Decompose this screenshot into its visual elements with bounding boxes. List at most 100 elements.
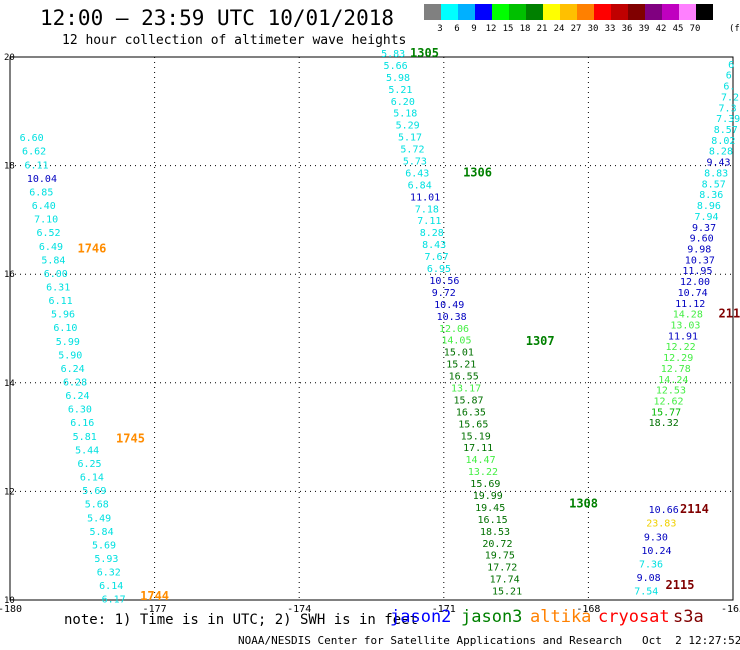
data-point-label: 10.24: [641, 546, 671, 557]
satellite-label-jason2: jason2: [390, 607, 452, 627]
data-point-label: 6.14: [99, 581, 123, 592]
y-tick-label: 12: [4, 487, 15, 497]
time-label: 2114: [680, 502, 709, 516]
legend-label: 39: [638, 24, 650, 34]
time-label: 1305: [410, 46, 439, 60]
legend-label: 9: [471, 24, 477, 34]
legend-swatch: [509, 4, 526, 20]
legend-label: 24: [553, 24, 565, 34]
legend-swatch: [424, 4, 441, 20]
legend-swatch: [492, 4, 509, 20]
legend-swatch: [611, 4, 628, 20]
data-point-label: 11.01: [410, 192, 440, 203]
data-point-label: 10.04: [27, 174, 57, 185]
data-point-label: 19.99: [473, 491, 503, 502]
data-point-label: 8.28: [420, 228, 444, 239]
y-tick-label: 16: [4, 270, 15, 280]
legend-unit: (ft): [729, 24, 740, 34]
data-point-label: 9.98: [687, 244, 711, 255]
page-title: 12:00 – 23:59 UTC 10/01/2018: [40, 6, 395, 30]
data-point-label: 15.87: [453, 395, 483, 406]
data-point-label: 8.57: [714, 125, 738, 136]
time-label: 1745: [116, 432, 145, 446]
data-point-label: 7.54: [634, 587, 658, 598]
data-point-label: 10.66: [649, 505, 679, 516]
data-point-label: 14.05: [441, 336, 471, 347]
data-point-label: 5.98: [386, 73, 410, 84]
data-point-label: 15.65: [458, 419, 488, 430]
data-point-label: 19.75: [485, 551, 515, 562]
legend-swatch: [475, 4, 492, 20]
footer-credit: NOAA/NESDIS Center for Satellite Applica…: [238, 634, 740, 647]
data-point-label: 13.22: [468, 467, 498, 478]
data-point-label: 6.40: [32, 201, 56, 212]
y-tick-label: 18: [4, 162, 15, 172]
data-point-label: 13.17: [451, 383, 481, 394]
data-point-label: 6.62: [22, 147, 46, 158]
data-point-label: 8.83: [704, 168, 728, 179]
data-point-label: 8.57: [702, 179, 726, 190]
data-point-label: 9.72: [432, 288, 456, 299]
data-point-label: 9.60: [690, 234, 714, 245]
legend-swatch: [560, 4, 577, 20]
data-point-label: 6.84: [408, 180, 432, 191]
footer-note: note: 1) Time is in UTC; 2) SWH is in fe…: [64, 612, 419, 628]
data-point-label: 5.21: [388, 85, 412, 96]
data-point-label: 10.49: [434, 300, 464, 311]
legend-label: 21: [536, 24, 548, 34]
legend-swatch: [628, 4, 645, 20]
data-point-label: 12.62: [653, 397, 683, 408]
data-point-label: 6.43: [405, 168, 429, 179]
data-point-label: 9.43: [706, 158, 730, 169]
data-point-label: 18.32: [649, 418, 679, 429]
data-point-label: 7.36: [639, 559, 663, 570]
data-point-label: 9.08: [637, 573, 661, 584]
time-label: 1307: [526, 334, 555, 348]
data-point-label: 5.90: [58, 350, 82, 361]
data-point-label: 15.21: [446, 360, 476, 371]
x-tick-label: -171: [432, 604, 456, 615]
data-point-label: 15.21: [492, 587, 522, 598]
data-point-label: 5.96: [51, 310, 75, 321]
time-label: 1308: [569, 497, 598, 511]
time-label: 2115: [666, 578, 695, 592]
data-point-label: 12.78: [661, 364, 691, 375]
data-point-label: 6.52: [37, 228, 61, 239]
data-point-label: 12.22: [666, 342, 696, 353]
satellite-label-jason3: jason3: [461, 607, 523, 627]
legend-label: 27: [570, 24, 582, 34]
data-point-label: 5.84: [90, 527, 114, 538]
y-tick-label: 10: [4, 596, 15, 606]
data-point-label: 5.17: [398, 133, 422, 144]
data-point-label: 6.28: [63, 378, 87, 389]
data-point-label: 7.67: [425, 252, 449, 263]
data-point-label: 12.53: [656, 386, 686, 397]
legend-swatch: [645, 4, 662, 20]
satellite-label-s3a: s3a: [673, 607, 704, 627]
data-point-label: 8.28: [709, 147, 733, 158]
legend-label: 33: [604, 24, 616, 34]
data-point-label: 6.49: [39, 242, 63, 253]
data-point-label: 10.56: [429, 276, 459, 287]
data-point-label: 10.74: [678, 288, 708, 299]
legend-label: 3: [437, 24, 443, 34]
data-point-label: 6.24: [65, 391, 89, 402]
data-point-label: 9.37: [692, 223, 716, 234]
data-point-label: 18.53: [480, 527, 510, 538]
x-tick-label: -177: [143, 604, 167, 615]
data-point-label: 7.10: [34, 215, 58, 226]
time-label: 2111: [719, 307, 740, 321]
data-point-label: 5.69: [92, 540, 116, 551]
x-tick-label: -180: [0, 604, 22, 615]
satellite-label-cryosat: cryosat: [598, 607, 670, 627]
data-point-label: 23.83: [646, 519, 676, 530]
data-point-label: 5.68: [85, 500, 109, 511]
data-point-label: 16.55: [449, 372, 479, 383]
legend-label: 15: [502, 24, 514, 34]
legend-swatch: [441, 4, 458, 20]
data-point-label: 15.01: [444, 348, 474, 359]
legend-label: 18: [519, 24, 531, 34]
legend-swatch: [679, 4, 696, 20]
legend-label: 45: [672, 24, 684, 34]
